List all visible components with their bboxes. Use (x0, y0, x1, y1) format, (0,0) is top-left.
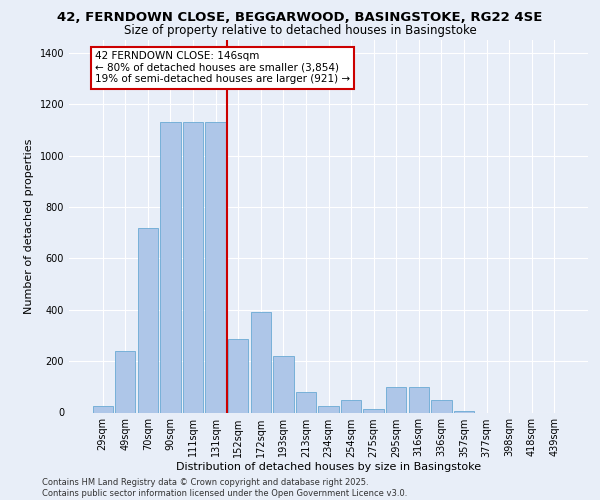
Bar (115, 351, 136, 412)
Bar (386, 387, 406, 412)
Bar (341, 400, 361, 412)
Bar (364, 408, 384, 412)
Text: Size of property relative to detached houses in Basingstoke: Size of property relative to detached ho… (124, 24, 476, 37)
Bar (92, 406, 113, 412)
Bar (160, 122, 181, 412)
Bar (296, 392, 316, 412)
Bar (319, 406, 338, 412)
Bar (454, 411, 474, 412)
Bar (205, 122, 226, 412)
Text: Contains HM Land Registry data © Crown copyright and database right 2025.
Contai: Contains HM Land Registry data © Crown c… (42, 478, 407, 498)
Bar (138, 228, 158, 412)
Bar (251, 312, 271, 412)
Bar (431, 400, 452, 412)
X-axis label: Distribution of detached houses by size in Basingstoke: Distribution of detached houses by size … (176, 462, 481, 472)
Bar (273, 356, 293, 412)
Bar (409, 387, 429, 412)
Text: 42, FERNDOWN CLOSE, BEGGARWOOD, BASINGSTOKE, RG22 4SE: 42, FERNDOWN CLOSE, BEGGARWOOD, BASINGST… (58, 11, 542, 24)
Bar (183, 122, 203, 412)
Text: 42 FERNDOWN CLOSE: 146sqm
← 80% of detached houses are smaller (3,854)
19% of se: 42 FERNDOWN CLOSE: 146sqm ← 80% of detac… (95, 51, 350, 84)
Bar (228, 340, 248, 412)
Y-axis label: Number of detached properties: Number of detached properties (24, 138, 34, 314)
